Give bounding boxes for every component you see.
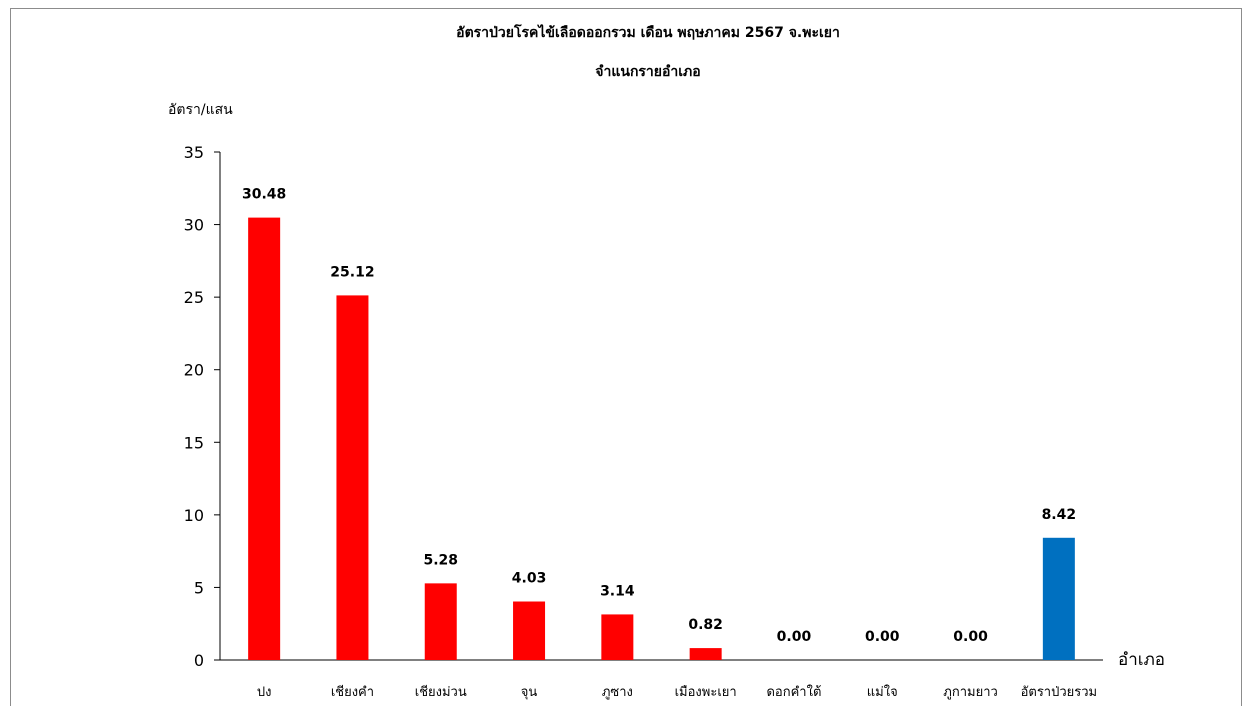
category-label: อัตราป่วยรวม	[1021, 685, 1098, 700]
data-label: 0.00	[953, 629, 988, 645]
category-label: เชียงม่วน	[415, 684, 467, 700]
y-tick-label: 25	[184, 288, 204, 307]
data-label: 8.42	[1042, 507, 1077, 523]
chart-frame	[10, 8, 1242, 706]
category-label: เชียงคำ	[331, 684, 374, 700]
y-tick-label: 0	[194, 651, 204, 670]
y-tick-label: 10	[184, 506, 204, 525]
y-axis-label: อัตรา/แสน	[168, 102, 233, 118]
category-label: เมืองพะเยา	[675, 684, 737, 700]
data-label: 5.28	[423, 552, 458, 568]
data-label: 4.03	[512, 571, 547, 587]
bar	[1042, 537, 1075, 660]
x-axis-label: อำเภอ	[1118, 650, 1165, 670]
category-label: ภูซาง	[602, 685, 633, 700]
bar	[424, 583, 457, 660]
chart-title: อัตราป่วยโรคไข้เลือดออกรวม เดือน พฤษภาคม…	[456, 23, 840, 41]
bar	[601, 614, 634, 660]
bar	[689, 648, 722, 660]
data-label: 0.00	[865, 629, 900, 645]
bar	[513, 601, 546, 660]
chart-subtitle: จำแนกรายอำเภอ	[595, 64, 700, 80]
bar	[248, 217, 281, 661]
category-label: ภูกามยาว	[943, 685, 998, 700]
y-tick-label: 30	[184, 216, 204, 235]
category-label: ดอกคำใต้	[766, 684, 821, 700]
data-label: 3.14	[600, 583, 635, 599]
data-label: 25.12	[330, 264, 374, 280]
y-tick-label: 15	[184, 433, 204, 452]
data-label: 0.82	[688, 617, 723, 633]
category-label: แม่ใจ	[867, 684, 898, 700]
data-label: 30.48	[242, 187, 286, 203]
y-tick-label: 20	[184, 361, 204, 380]
data-label: 0.00	[777, 629, 812, 645]
category-label: จุน	[521, 685, 538, 700]
y-tick-label: 35	[184, 143, 204, 162]
bar	[336, 295, 369, 660]
y-tick-label: 5	[194, 578, 204, 597]
category-label: ปง	[257, 685, 272, 700]
